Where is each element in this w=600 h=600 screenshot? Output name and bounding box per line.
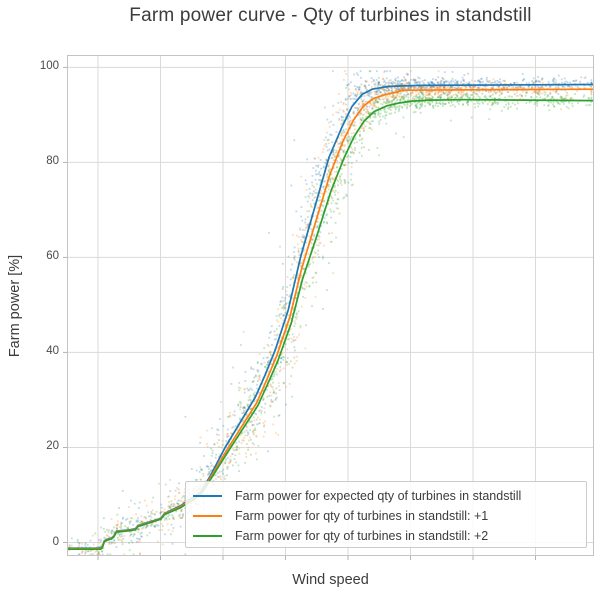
y-tick-label: 40 xyxy=(46,345,59,358)
y-tick-label: 80 xyxy=(46,155,59,168)
y-axis-label: Farm power [%] xyxy=(7,254,23,357)
y-tick-label: 60 xyxy=(46,250,59,263)
plot-border xyxy=(67,55,594,556)
chart-title: Farm power curve - Qty of turbines in st… xyxy=(129,5,532,26)
legend-line-sample-green xyxy=(193,535,222,537)
y-axis-label-wrap: Farm power [%] xyxy=(0,55,30,556)
line-series-1 xyxy=(67,88,595,550)
legend: Farm power for expected qty of turbines … xyxy=(185,481,587,548)
legend-line-sample-blue xyxy=(193,495,222,497)
legend-entry: Farm power for qty of turbines in stands… xyxy=(193,506,586,526)
line-series-0 xyxy=(67,83,595,550)
line-series-2 xyxy=(67,98,595,551)
y-tick-label: 20 xyxy=(46,440,59,453)
legend-label: Farm power for qty of turbines in stands… xyxy=(235,509,489,523)
x-axis-label: Wind speed xyxy=(292,572,369,588)
legend-label: Farm power for expected qty of turbines … xyxy=(235,489,522,503)
y-tick-label: 0 xyxy=(52,535,59,548)
legend-line-sample-orange xyxy=(193,515,222,517)
legend-label: Farm power for qty of turbines in stands… xyxy=(235,529,489,543)
y-tick-label: 100 xyxy=(39,60,59,73)
legend-entry: Farm power for qty of turbines in stands… xyxy=(193,526,586,546)
legend-entry: Farm power for expected qty of turbines … xyxy=(193,486,586,506)
